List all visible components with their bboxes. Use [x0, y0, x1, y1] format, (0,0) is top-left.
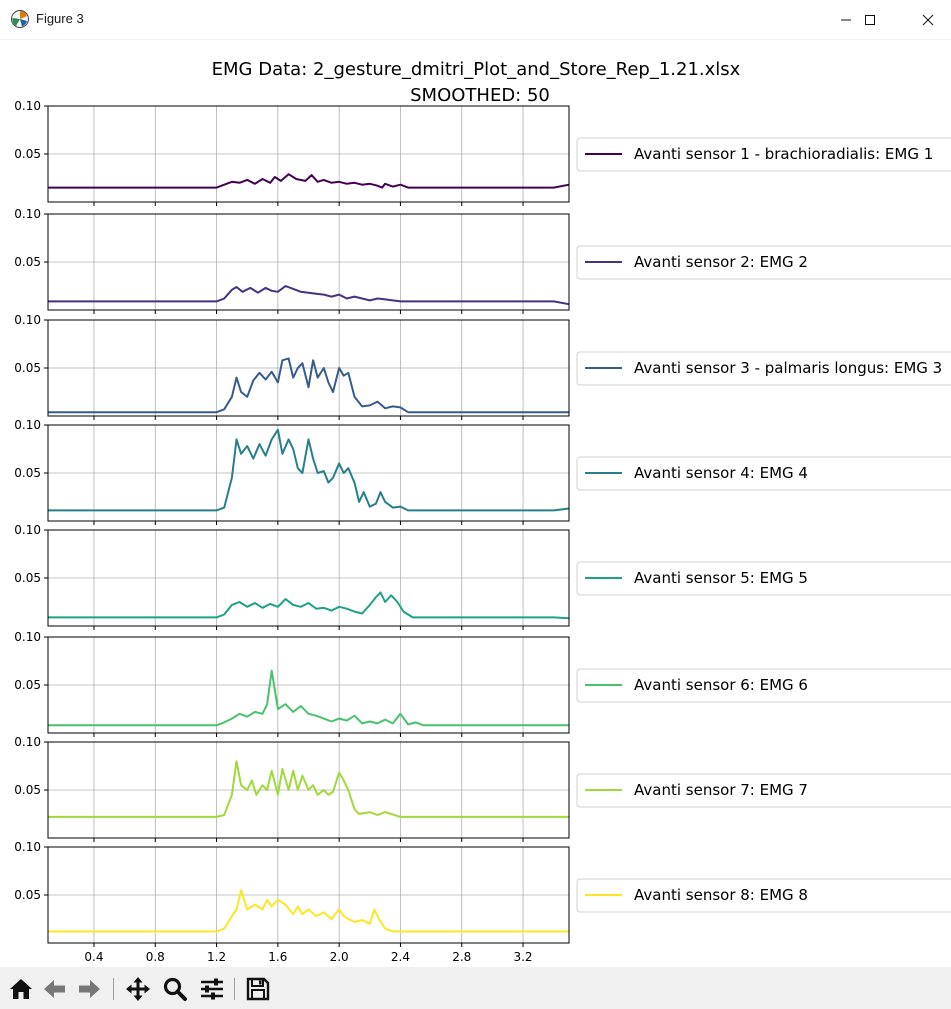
close-button[interactable] — [905, 0, 951, 40]
x-tick-label: 1.2 — [207, 950, 226, 964]
y-tick-label: 0.10 — [14, 418, 41, 432]
pan-icon — [126, 977, 150, 1001]
series-line-8 — [48, 889, 569, 933]
subplot-4: 0.05 0.10 Avanti sensor 4: EMG 4 — [14, 418, 951, 525]
legend-label: Avanti sensor 3 - palmaris longus: EMG 3 — [634, 359, 942, 377]
legend-box — [576, 351, 951, 386]
x-tick-label: 0.8 — [146, 950, 165, 964]
chart-title: EMG Data: 2_gesture_dmitri_Plot_and_Stor… — [212, 59, 741, 80]
y-tick-label: 0.05 — [14, 888, 41, 902]
zoom-icon — [163, 977, 187, 1001]
y-tick-label: 0.05 — [14, 255, 41, 269]
legend-label: Avanti sensor 6: EMG 6 — [634, 676, 808, 694]
home-button[interactable] — [6, 975, 36, 1003]
toolbar-separator — [234, 978, 235, 1000]
back-button[interactable] — [40, 975, 70, 1003]
series-line-6 — [48, 669, 569, 727]
y-tick-label: 0.05 — [14, 678, 41, 692]
x-tick-label: 3.2 — [513, 950, 532, 964]
legend-box — [576, 668, 951, 703]
minimize-icon — [841, 19, 851, 21]
y-tick-label: 0.10 — [14, 523, 41, 537]
y-tick-label: 0.10 — [14, 840, 41, 854]
navigation-toolbar — [0, 967, 951, 1009]
y-tick-label: 0.05 — [14, 466, 41, 480]
subplot-1: 0.05 0.10 Avanti sensor 1 - brachioradiali… — [14, 99, 951, 206]
y-tick-label: 0.05 — [14, 361, 41, 375]
y-tick-label: 0.10 — [14, 630, 41, 644]
y-tick-label: 0.10 — [14, 207, 41, 221]
subplot-stack: 0.05 0.10 Avanti sensor 1 - brachioradiali… — [14, 99, 951, 964]
app-icon — [11, 10, 29, 28]
series-line-7 — [48, 760, 569, 818]
legend-label: Avanti sensor 4: EMG 4 — [634, 464, 808, 482]
figure-canvas: EMG Data: 2_gesture_dmitri_Plot_and_Stor… — [0, 40, 951, 967]
legend-box — [576, 245, 951, 280]
chart-subtitle: SMOOTHED: 50 — [410, 85, 550, 106]
x-tick-label: 2.4 — [391, 950, 410, 964]
window-titlebar: Figure 3 — [0, 0, 951, 40]
subplot-6: 0.05 0.10 Avanti sensor 6: EMG 6 — [14, 630, 951, 737]
configure-subplots-icon — [201, 978, 223, 1000]
save-icon — [246, 977, 270, 1001]
y-tick-label: 0.10 — [14, 99, 41, 113]
pan-button[interactable] — [123, 975, 153, 1003]
maximize-button[interactable] — [847, 0, 893, 40]
legend-box — [576, 878, 951, 913]
forward-button[interactable] — [74, 975, 104, 1003]
toolbar-separator — [113, 978, 114, 1000]
series-line-1 — [48, 173, 570, 189]
legend-box — [576, 561, 951, 596]
legend-label: Avanti sensor 5: EMG 5 — [634, 569, 808, 587]
minimize-button[interactable] — [823, 0, 869, 40]
y-tick-label: 0.05 — [14, 571, 41, 585]
emg-chart: EMG Data: 2_gesture_dmitri_Plot_and_Stor… — [14, 59, 951, 964]
series-line-3 — [48, 357, 569, 414]
maximize-icon — [865, 15, 875, 25]
series-line-2 — [48, 285, 570, 306]
forward-icon — [79, 980, 100, 998]
x-tick-label: 2.0 — [330, 950, 349, 964]
y-tick-label: 0.05 — [14, 147, 41, 161]
window-title: Figure 3 — [36, 11, 84, 26]
close-icon — [922, 14, 934, 26]
subplot-7: 0.05 0.10 Avanti sensor 7: EMG 7 — [14, 735, 951, 842]
x-tick-label: 2.8 — [452, 950, 471, 964]
x-tick-label: 1.6 — [268, 950, 287, 964]
legend-box — [576, 773, 951, 808]
legend-label: Avanti sensor 7: EMG 7 — [634, 781, 808, 799]
zoom-button[interactable] — [160, 975, 190, 1003]
series-line-4 — [48, 428, 570, 512]
legend-label: Avanti sensor 2: EMG 2 — [634, 253, 808, 271]
y-tick-label: 0.05 — [14, 783, 41, 797]
subplot-3: 0.05 0.10 Avanti sensor 3 - palmaris longu… — [14, 313, 951, 420]
subplot-8: 0.05 0.10 Avanti sensor 8: EMG 8 — [14, 840, 951, 947]
home-icon — [10, 979, 32, 999]
subplot-2: 0.05 0.10 Avanti sensor 2: EMG 2 — [14, 207, 951, 314]
y-tick-label: 0.10 — [14, 735, 41, 749]
y-tick-label: 0.10 — [14, 313, 41, 327]
legend-label: Avanti sensor 8: EMG 8 — [634, 886, 808, 904]
legend-box — [576, 456, 951, 491]
configure-subplots-button[interactable] — [197, 975, 227, 1003]
save-button[interactable] — [243, 975, 273, 1003]
subplot-5: 0.05 0.10 Avanti sensor 5: EMG 5 — [14, 523, 951, 630]
legend-label: Avanti sensor 1 - brachioradialis: EMG 1 — [634, 145, 933, 163]
legend-box — [576, 137, 951, 172]
series-line-5 — [48, 591, 570, 620]
back-icon — [44, 980, 65, 998]
x-tick-label: 0.4 — [84, 950, 103, 964]
